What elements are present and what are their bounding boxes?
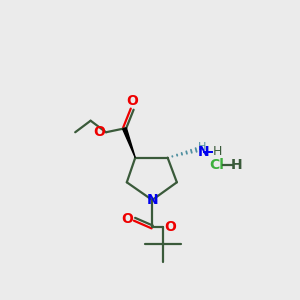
- Text: O: O: [93, 125, 105, 139]
- Text: N: N: [198, 145, 209, 158]
- Text: H: H: [213, 145, 222, 158]
- Text: H: H: [198, 142, 206, 152]
- Text: Cl: Cl: [209, 158, 224, 172]
- Text: H: H: [231, 158, 243, 172]
- Text: O: O: [121, 212, 133, 226]
- Polygon shape: [123, 128, 135, 158]
- Text: O: O: [126, 94, 138, 108]
- Text: O: O: [164, 220, 176, 234]
- Text: N: N: [146, 193, 158, 207]
